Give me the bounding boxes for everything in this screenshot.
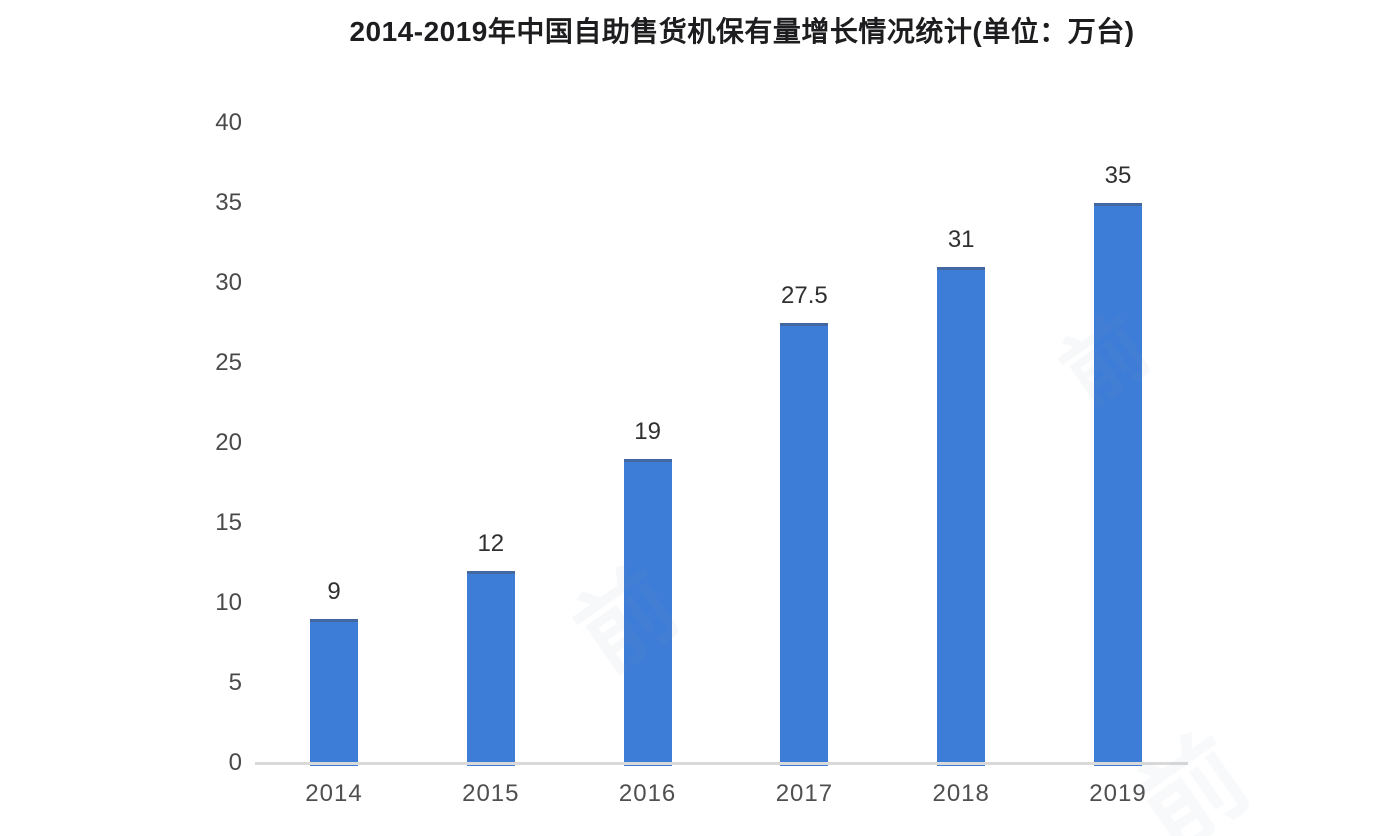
watermark: 前 [544,530,700,697]
bar-value-label: 35 [1104,162,1132,189]
bar-value-label: 9 [327,578,341,605]
x-axis-tick-label: 2018 [932,780,990,807]
bar-2017 [780,323,829,766]
x-axis-tick-label: 2016 [618,780,677,807]
x-axis-line [255,762,1188,765]
bar-2016 [623,459,672,766]
bar-2018 [937,267,986,766]
y-axis-tick-label: 40 [215,109,242,136]
y-axis-tick-label: 10 [215,589,242,616]
y-axis-tick-label: 30 [215,269,242,296]
y-axis-tick-label: 25 [215,349,242,376]
y-axis-tick-label: 0 [228,749,242,776]
bar-value-label: 12 [477,530,505,557]
bar-2015 [466,571,515,766]
y-axis-tick-label: 35 [215,189,242,216]
bar-value-label: 27.5 [781,282,828,309]
chart-title: 2014-2019年中国自助售货机保有量增长情况统计(单位：万台) [349,16,1135,47]
x-axis-tick-label: 2019 [1089,780,1147,807]
bar-value-label: 31 [947,226,975,253]
bar-value-label: 19 [634,418,661,445]
bar-2014 [310,619,358,766]
y-axis-tick-label: 15 [215,509,242,536]
y-axis-tick-label: 20 [215,429,242,456]
bar-2019 [1094,203,1142,766]
y-axis-tick-label: 5 [228,669,242,696]
x-axis-tick-label: 2015 [462,780,520,807]
x-axis-tick-label: 2014 [305,780,363,807]
x-axis-tick-label: 2017 [775,780,834,807]
